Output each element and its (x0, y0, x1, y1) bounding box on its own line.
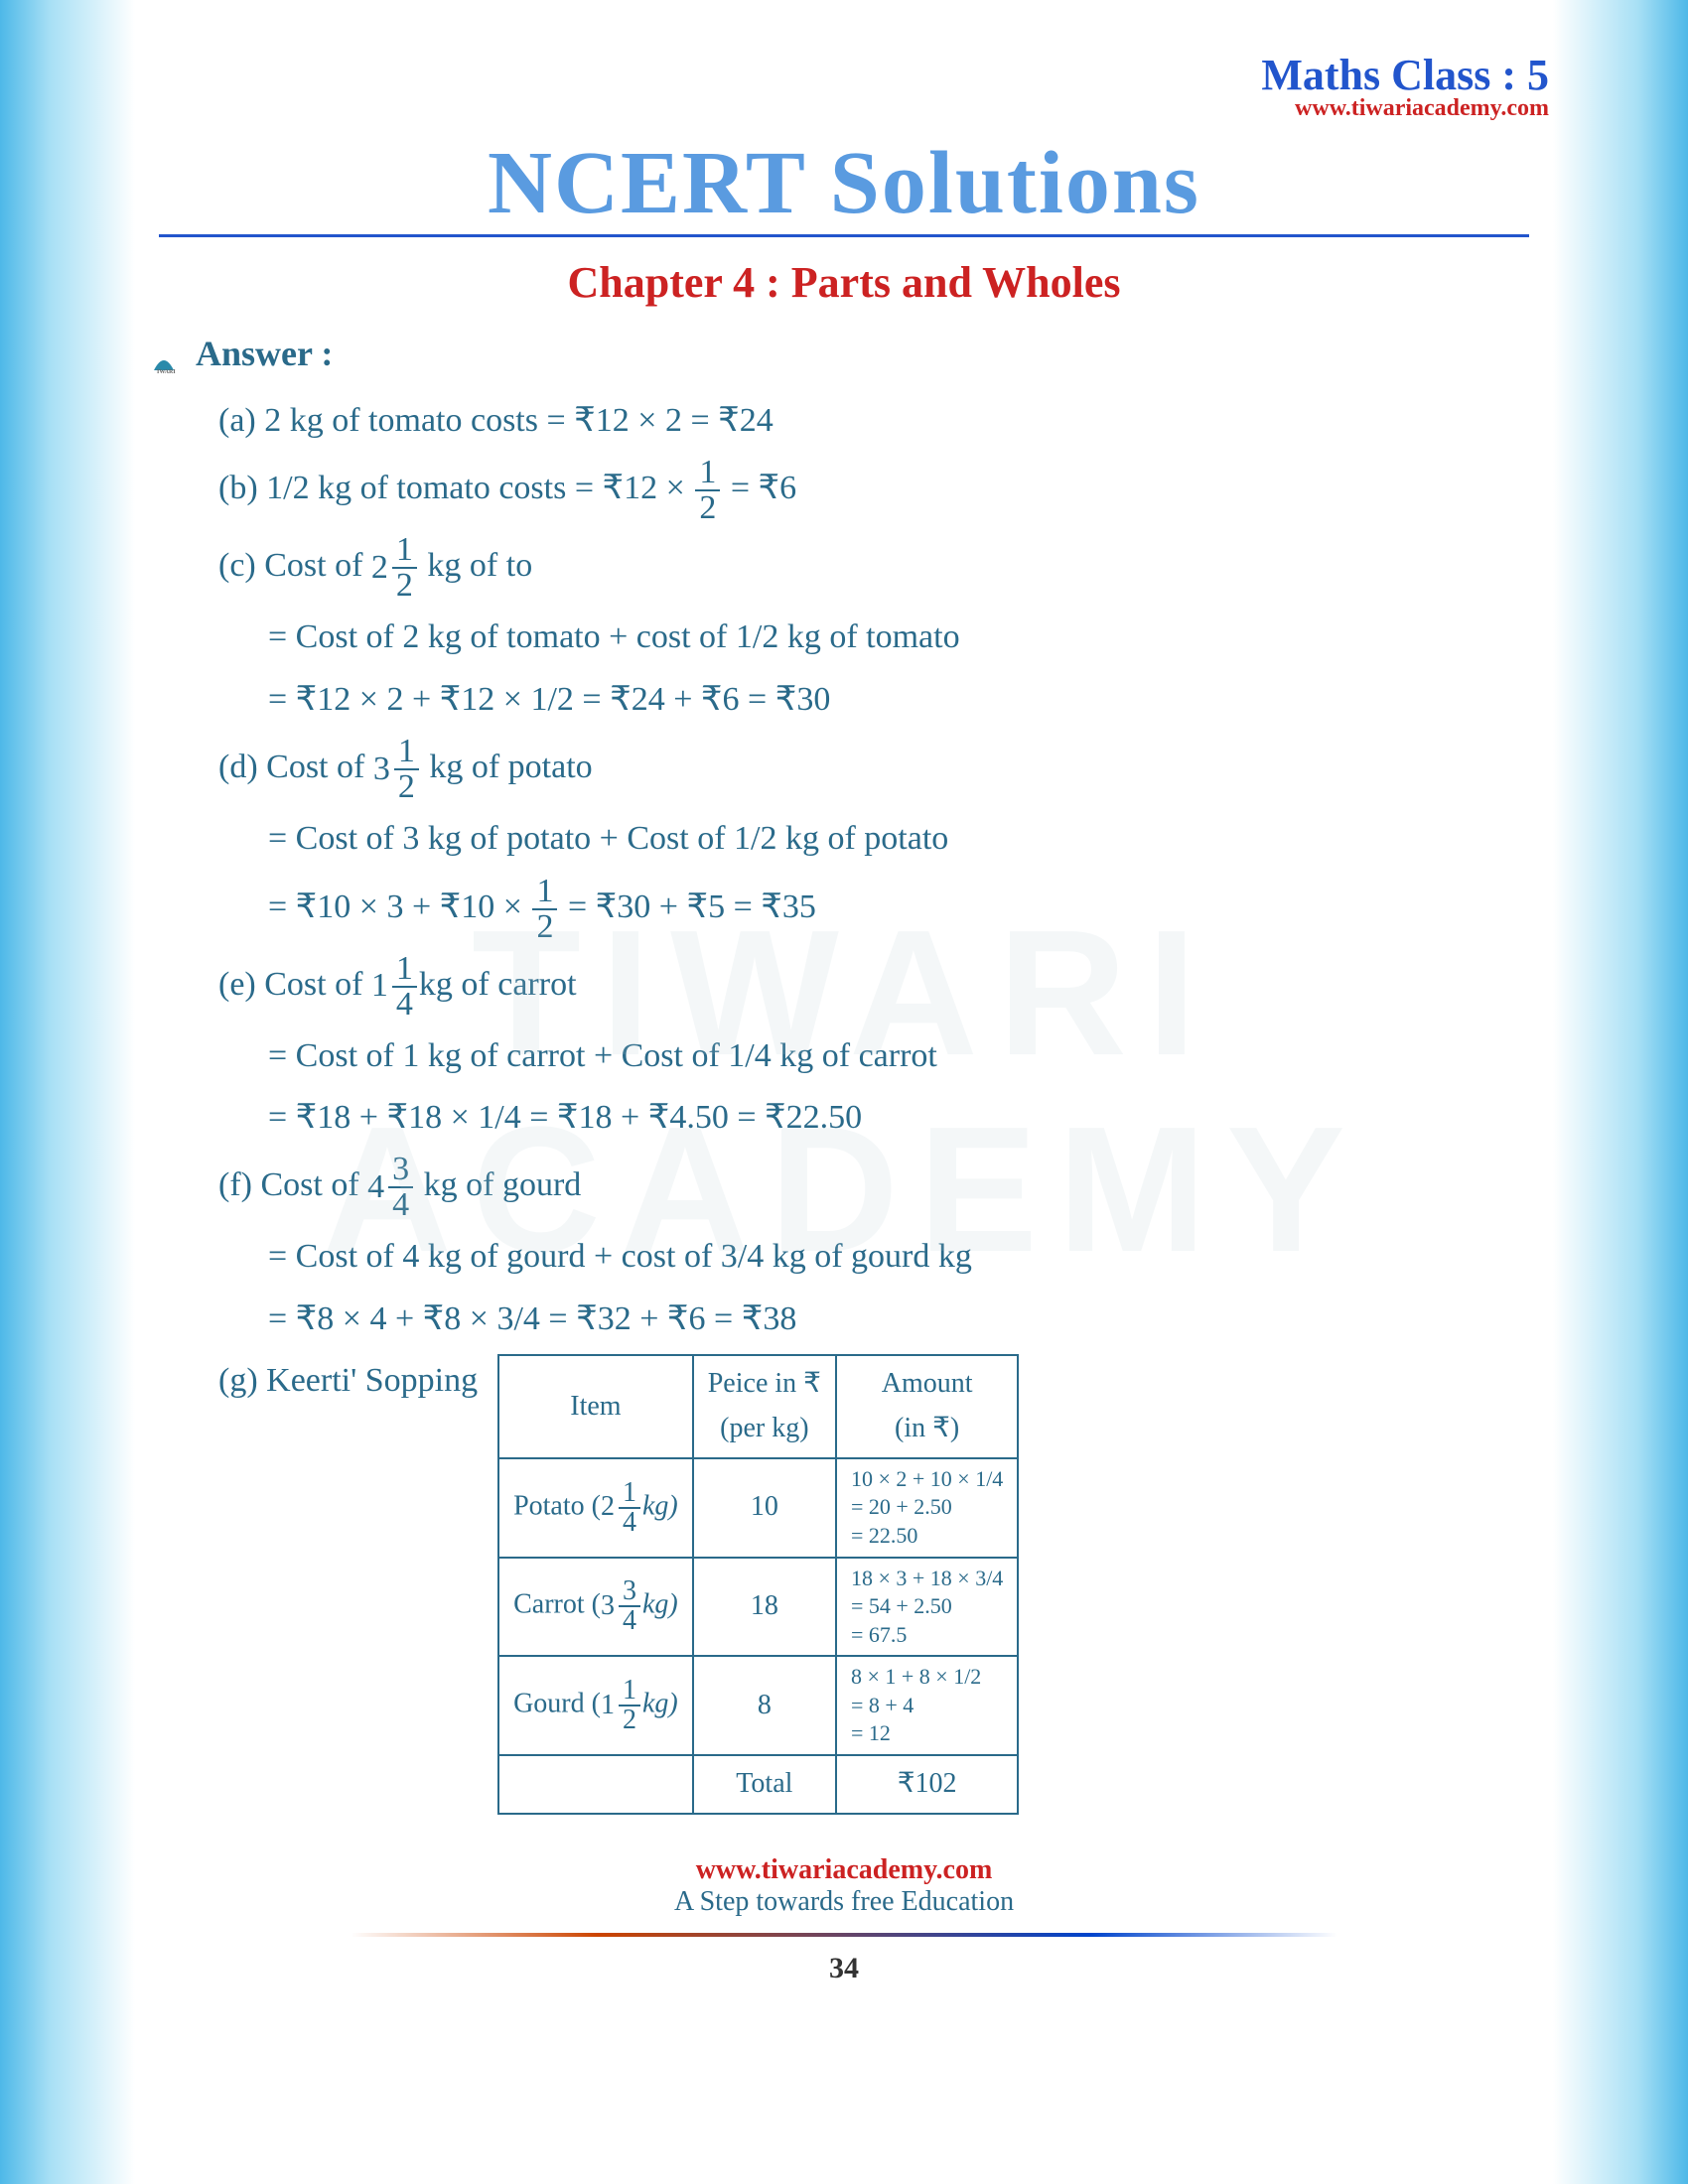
line-b: (b) 1/2 kg of tomato costs = ₹12 × 12 = … (218, 456, 1549, 525)
cell-total-value: ₹102 (836, 1755, 1018, 1814)
cell-amount: 10 × 2 + 10 × 1/4 = 20 + 2.50 = 22.50 (836, 1458, 1018, 1558)
cell-price: 8 (693, 1656, 836, 1755)
line-d3: = ₹10 × 3 + ₹10 × 12 = ₹30 + ₹5 = ₹35 (218, 875, 1549, 944)
line-a: (a) 2 kg of tomato costs = ₹12 × 2 = ₹24 (218, 394, 1549, 448)
table-total-row: Total ₹102 (498, 1755, 1018, 1814)
th-amount: Amount (in ₹) (836, 1355, 1018, 1458)
cell-price: 10 (693, 1458, 836, 1558)
table-row: Potato (214kg) 10 10 × 2 + 10 × 1/4 = 20… (498, 1458, 1018, 1558)
line-f2: = Cost of 4 kg of gourd + cost of 3/4 kg… (218, 1230, 1549, 1284)
footer: www.tiwariacademy.com A Step towards fre… (139, 1854, 1549, 1985)
line-c2: = Cost of 2 kg of tomato + cost of 1/2 k… (218, 611, 1549, 664)
answer-text: Answer : (196, 334, 333, 373)
cell-amount: 18 × 3 + 18 × 3/4 = 54 + 2.50 = 67.5 (836, 1558, 1018, 1657)
th-price: Peice in ₹ (per kg) (693, 1355, 836, 1458)
shopping-table: Item Peice in ₹ (per kg) Amount (in ₹) P… (497, 1354, 1019, 1815)
footer-tagline: A Step towards free Education (139, 1886, 1549, 1918)
class-label: Maths Class : 5 (139, 50, 1549, 100)
th-item: Item (498, 1355, 693, 1458)
line-d: (d) Cost of 312 kg of potato (218, 735, 1549, 804)
cell-amount: 8 × 1 + 8 × 1/2 = 8 + 4 = 12 (836, 1656, 1018, 1755)
chapter-title: Chapter 4 : Parts and Wholes (139, 257, 1549, 308)
answer-label: IWARI Answer : (149, 333, 1549, 374)
header-right: Maths Class : 5 www.tiwariacademy.com (139, 50, 1549, 122)
fraction: 12 (532, 875, 557, 944)
line-e2: = Cost of 1 kg of carrot + Cost of 1/4 k… (218, 1029, 1549, 1083)
cell-empty (498, 1755, 693, 1814)
table-row: Carrot (334kg) 18 18 × 3 + 18 × 3/4 = 54… (498, 1558, 1018, 1657)
mixed-fraction: 212 (371, 533, 419, 603)
line-e3: = ₹18 + ₹18 × 1/4 = ₹18 + ₹4.50 = ₹22.50 (218, 1091, 1549, 1145)
line-g: (g) Keerti' Sopping (218, 1354, 478, 1408)
line-d2: = Cost of 3 kg of potato + Cost of 1/2 k… (218, 812, 1549, 866)
table-row: Gourd (112kg) 8 8 × 1 + 8 × 1/2 = 8 + 4 … (498, 1656, 1018, 1755)
svg-text:IWARI: IWARI (157, 369, 176, 375)
footer-divider (351, 1933, 1337, 1937)
table-header-row: Item Peice in ₹ (per kg) Amount (in ₹) (498, 1355, 1018, 1458)
cell-item: Carrot (334kg) (498, 1558, 693, 1657)
main-title: NCERT Solutions (139, 132, 1549, 234)
line-f3: = ₹8 × 4 + ₹8 × 3/4 = ₹32 + ₹6 = ₹38 (218, 1293, 1549, 1346)
page-number: 34 (139, 1952, 1549, 1985)
line-c: (c) Cost of 212 kg of to (218, 533, 1549, 603)
cell-price: 18 (693, 1558, 836, 1657)
line-e: (e) Cost of 114kg of carrot (218, 952, 1549, 1022)
line-g-row: (g) Keerti' Sopping Item Peice in ₹ (per… (218, 1354, 1549, 1815)
fraction: 12 (695, 456, 720, 525)
title-underline (159, 234, 1529, 237)
content-body: (a) 2 kg of tomato costs = ₹12 × 2 = ₹24… (139, 394, 1549, 1815)
logo-icon: IWARI (149, 342, 189, 372)
mixed-fraction: 312 (373, 735, 421, 804)
cell-item: Gourd (112kg) (498, 1656, 693, 1755)
mixed-fraction: 434 (367, 1153, 415, 1222)
line-c3: = ₹12 × 2 + ₹12 × 1/2 = ₹24 + ₹6 = ₹30 (218, 673, 1549, 727)
cell-total-label: Total (693, 1755, 836, 1814)
website-link-top: www.tiwariacademy.com (139, 95, 1549, 122)
line-f: (f) Cost of 434 kg of gourd (218, 1153, 1549, 1222)
footer-link: www.tiwariacademy.com (139, 1854, 1549, 1886)
mixed-fraction: 114 (371, 952, 419, 1022)
cell-item: Potato (214kg) (498, 1458, 693, 1558)
